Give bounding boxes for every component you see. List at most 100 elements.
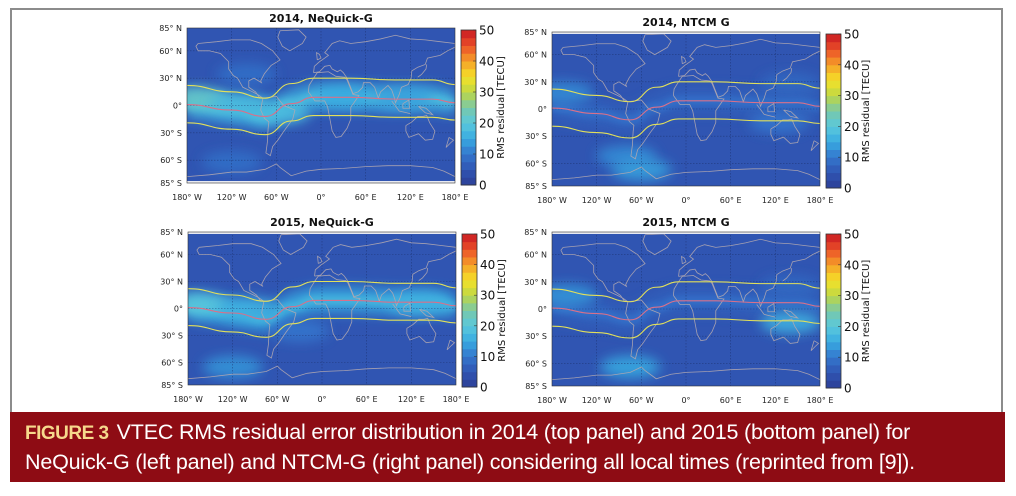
colorbar-segment [461,92,476,101]
dip-equator-line [188,299,456,320]
colorbar-segment [826,303,841,312]
colorbar-segment [461,99,476,108]
colorbar-tick-label: 40 [844,58,859,72]
colorbar-segment [826,49,841,58]
x-tick-label: 0° [681,196,690,205]
coastline [552,366,820,381]
y-tick-label: 30° S [525,132,547,141]
colorbar-segment [462,348,477,357]
colorbar-tick-label: 30 [844,89,859,103]
colorbar-segment [826,103,841,112]
colorbar-segment [461,138,476,147]
colorbar-segment [826,257,841,266]
colorbar-segment [462,256,477,266]
colorbar-segment [826,180,841,189]
map-edge-strip [552,32,820,34]
coastline [770,318,801,344]
colorbar-segment [826,287,841,297]
y-tick-label: 0° [538,305,547,314]
x-tick-label: 120° W [218,395,248,404]
colorbar-tick-label: 40 [479,55,494,69]
coastline [402,99,411,109]
y-tick-label: 85° S [161,381,183,390]
colorbar-segment [826,87,841,97]
colorbar-tick-label: 50 [479,24,494,38]
y-tick-label: 30° N [524,278,547,287]
y-tick-label: 30° N [160,278,183,287]
colorbar: 0 10 20 30 40 50 RMS residual [TECU] [461,228,508,395]
rms-hotspot [388,293,449,315]
colorbar-segment [826,111,841,120]
coastline [196,243,282,302]
colorbar-tick-label: 10 [480,350,495,364]
map-border [187,231,457,386]
coastline [419,309,436,319]
y-tick-label: 0° [173,102,182,111]
colorbar-segment [461,53,476,62]
coastline [418,267,429,281]
y-tick-label: 30° N [159,74,182,83]
coastline [560,43,646,103]
colorbar-segment [826,311,841,320]
caption-text-1: VTEC RMS residual error distribution in … [116,420,911,444]
colorbar-segment [826,264,841,273]
y-tick-label: 60° S [160,156,182,165]
x-tick-label: 0° [317,395,326,404]
x-tick-label: 180° W [537,196,567,205]
coastline [307,71,360,138]
coastline [403,302,412,312]
colorbar-segment [462,264,477,273]
coastline [678,38,820,108]
colorbar-segment [461,107,476,116]
colorbar-segment [462,310,477,319]
y-tick-label: 85° N [159,24,182,33]
panel-title: 2015, NTCM G [642,216,729,229]
x-tick-label: 120° E [397,193,424,202]
north-crest-line [188,280,456,302]
colorbar-segment [462,371,477,380]
colorbar-label: RMS residual [TECU] [497,259,508,362]
coastline [642,233,672,256]
caption-line-1: FIGURE 3 VTEC RMS residual error distribu… [25,418,1005,448]
colorbar-segment [461,30,476,39]
colorbar-segment [826,318,841,327]
colorbar-segment [461,76,476,85]
x-tick-label: 180° W [172,193,202,202]
coastline [560,243,646,303]
coastline [392,303,412,317]
south-crest-line [187,114,455,136]
coastline [406,317,437,344]
coastline [308,274,361,341]
coastline [678,238,820,308]
map-panel: 2015, NTCM G 85° N 60° N 30° N 0° 30° S 60° S 8… [524,216,872,405]
caption-text-2: NeQuick-G (left panel) and NTCM-G (right… [25,450,915,474]
map-border [186,27,456,184]
map-area [187,28,455,183]
colorbar-segment [826,241,841,250]
colorbar-segment [462,341,477,350]
x-tick-label: 60° E [355,193,377,202]
colorbar-segment [461,146,476,155]
panel-title: 2014, NeQuick-G [269,12,373,25]
rms-hotspot [552,81,594,104]
coastline [313,34,455,105]
x-tick-label: 180° E [442,193,469,202]
y-tick-label: 60° S [525,159,547,168]
coastline [446,339,456,351]
colorbar-segment [826,41,841,50]
colorbar-segment [826,380,841,389]
colorbar-tick-label: 10 [479,148,494,162]
colorbar-segment [826,172,841,181]
colorbar-segment [826,80,841,89]
dip-equator-line [187,96,455,117]
colorbar-segment [826,141,841,150]
coastline [782,268,793,282]
colorbar-segment [826,341,841,350]
colorbar-segment [826,249,841,258]
colorbar-tick-label: 50 [480,228,495,242]
coastline [445,137,455,148]
colorbar-tick-label: 20 [844,320,859,334]
colorbar-segment [462,356,477,365]
colorbar-segment [826,295,841,304]
panel-title: 2015, NeQuick-G [270,216,374,229]
